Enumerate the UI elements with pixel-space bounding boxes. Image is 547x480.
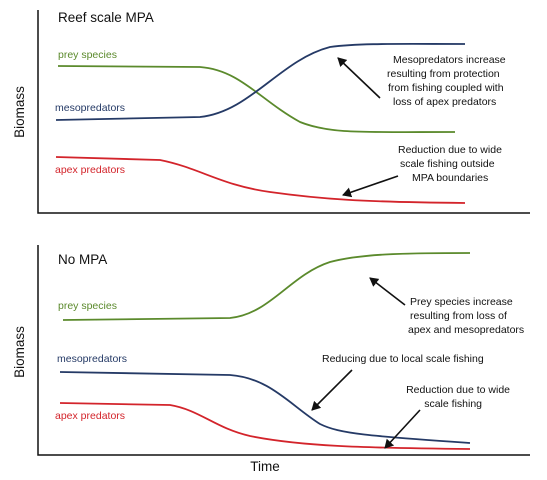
panel: No MPA Biomass Time prey species mesopre… [12, 245, 530, 474]
series-label: mesopredators [57, 353, 127, 365]
axes [37, 245, 530, 456]
mesopredator-curve [55, 42, 466, 121]
annotation: resulting from loss of [410, 310, 507, 322]
panel-title: Reef scale MPA [58, 10, 154, 25]
annotation: from fishing coupled with [388, 82, 504, 94]
arrow [369, 277, 406, 306]
x-axis-label: Time [250, 459, 280, 474]
annotation: Reduction due to wide [406, 384, 510, 396]
arrow [384, 409, 421, 449]
annotation: Reduction due to wide [398, 144, 502, 156]
apex-curve [55, 156, 466, 204]
y-axis-label: Biomass [12, 326, 27, 378]
series-label: apex predators [55, 164, 125, 176]
annotation: Mesopredators increase [393, 54, 506, 66]
series-label: prey species [58, 300, 117, 312]
series-label: mesopredators [55, 102, 125, 114]
annotation: apex and mesopredators [408, 324, 524, 336]
arrow [311, 369, 353, 411]
panel-title: No MPA [58, 252, 107, 267]
annotation: Reducing due to local scale fishing [322, 353, 484, 365]
y-axis-label: Biomass [12, 86, 27, 138]
annotation: loss of apex predators [393, 96, 496, 108]
annotation: scale fishing outside [400, 158, 495, 170]
panel: Reef scale MPA Biomass prey species meso… [12, 10, 530, 214]
annotation: resulting from protection [387, 68, 500, 80]
arrow [342, 175, 399, 198]
series-label: prey species [58, 49, 117, 61]
prey-curve [57, 65, 456, 134]
annotation: MPA boundaries [412, 172, 488, 184]
arrow [337, 57, 381, 99]
prey-curve [62, 252, 471, 321]
annotation: Prey species increase [410, 296, 513, 308]
annotation: scale fishing [424, 398, 482, 410]
series-label: apex predators [55, 410, 125, 422]
mesopredator-curve [59, 371, 471, 444]
axes [37, 10, 530, 214]
